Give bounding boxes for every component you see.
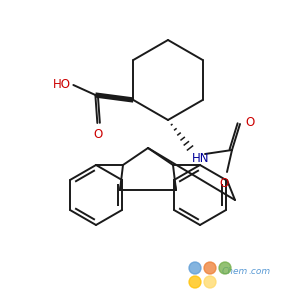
- Text: O: O: [219, 177, 229, 190]
- Circle shape: [189, 276, 201, 288]
- Text: .com: .com: [248, 268, 270, 277]
- Text: HO: HO: [53, 77, 71, 91]
- Text: HN: HN: [192, 152, 209, 165]
- Text: O: O: [245, 116, 254, 128]
- Circle shape: [204, 276, 216, 288]
- Text: O: O: [94, 128, 103, 141]
- Circle shape: [204, 262, 216, 274]
- Text: Chem: Chem: [222, 268, 248, 277]
- Circle shape: [189, 262, 201, 274]
- Circle shape: [219, 262, 231, 274]
